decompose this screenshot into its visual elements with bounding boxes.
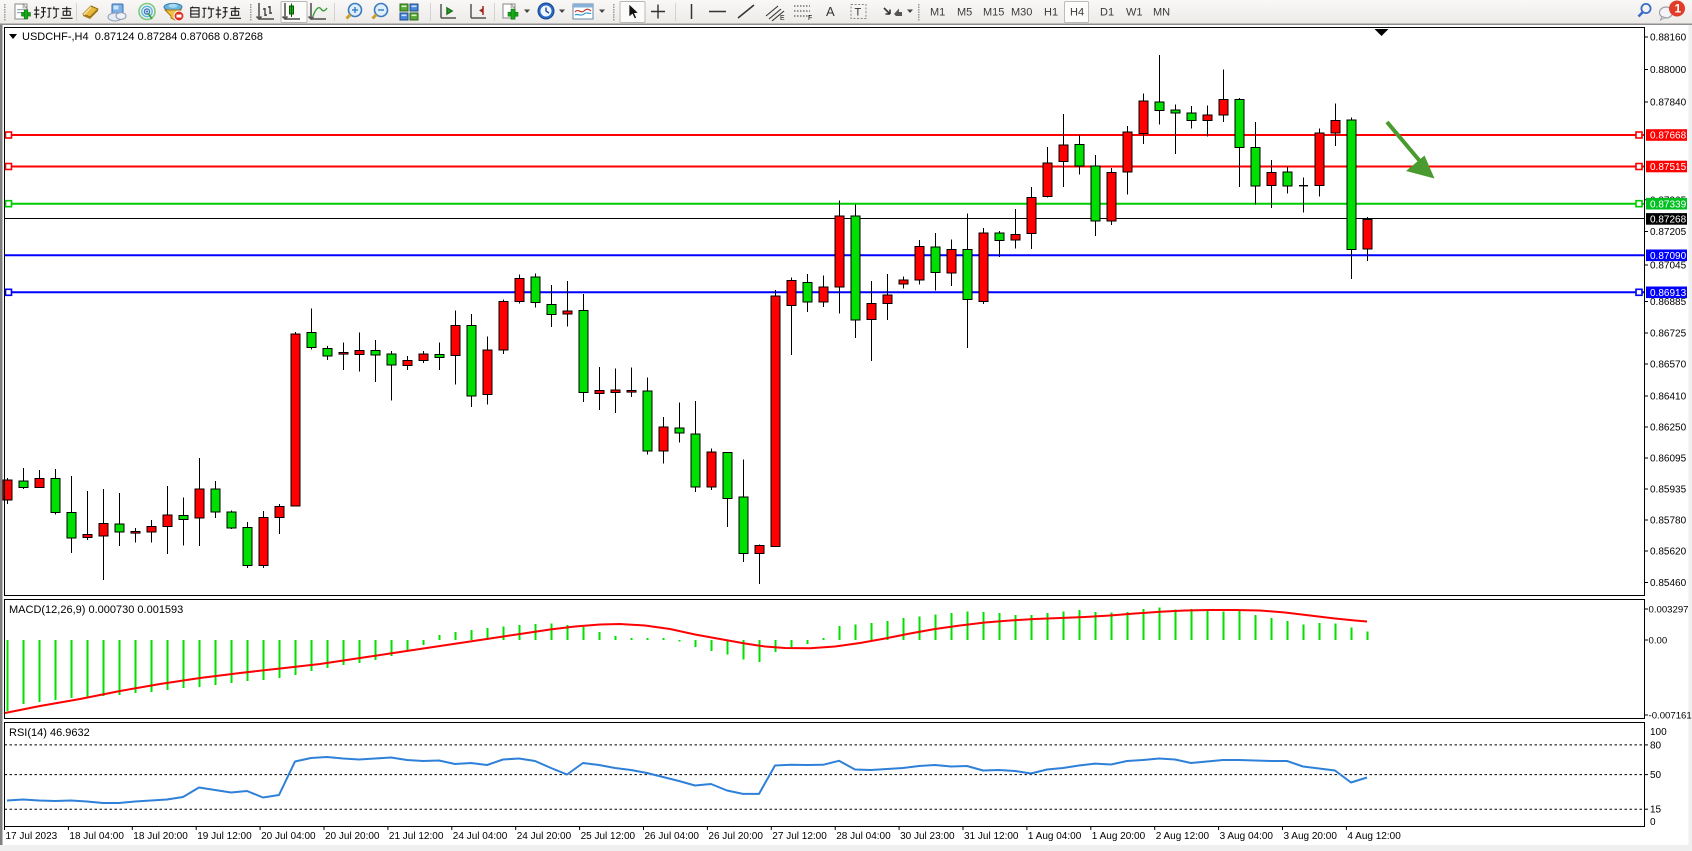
svg-text:20 Jul 20:00: 20 Jul 20:00 [325, 831, 380, 842]
svg-text:0.88000: 0.88000 [1650, 65, 1687, 76]
svg-text:A: A [826, 4, 835, 19]
svg-text:0.87668: 0.87668 [1650, 131, 1687, 142]
svg-text:E: E [780, 15, 785, 22]
svg-text:100: 100 [1650, 727, 1667, 738]
svg-text:M15: M15 [983, 7, 1004, 19]
svg-text:0.87339: 0.87339 [1650, 199, 1687, 210]
svg-text:1 Aug 04:00: 1 Aug 04:00 [1028, 831, 1082, 842]
svg-text:M5: M5 [957, 7, 972, 19]
svg-text:M1: M1 [930, 7, 945, 19]
svg-text:0.85935: 0.85935 [1650, 485, 1687, 496]
svg-text:0.86725: 0.86725 [1650, 329, 1687, 340]
svg-text:M30: M30 [1011, 7, 1032, 19]
svg-text:H1: H1 [1044, 7, 1058, 19]
svg-text:0.86885: 0.86885 [1650, 297, 1687, 308]
svg-text:15: 15 [1650, 805, 1662, 816]
svg-text:25 Jul 12:00: 25 Jul 12:00 [581, 831, 636, 842]
svg-text:0.87045: 0.87045 [1650, 261, 1687, 272]
svg-text:50: 50 [1650, 770, 1662, 781]
svg-text:17 Jul 2023: 17 Jul 2023 [6, 831, 58, 842]
svg-text:27 Jul 12:00: 27 Jul 12:00 [772, 831, 827, 842]
svg-text:0.85620: 0.85620 [1650, 547, 1687, 558]
svg-text:T: T [855, 7, 862, 19]
svg-text:RSI(14) 46.9632: RSI(14) 46.9632 [9, 727, 90, 739]
svg-text:19 Jul 12:00: 19 Jul 12:00 [197, 831, 252, 842]
svg-text:24 Jul 20:00: 24 Jul 20:00 [517, 831, 572, 842]
svg-text:20 Jul 04:00: 20 Jul 04:00 [261, 831, 316, 842]
svg-text:USDCHF-,H4 0.87124 0.87284 0.: USDCHF-,H4 0.87124 0.87284 0.87068 0.872… [22, 31, 263, 43]
svg-text:26 Jul 20:00: 26 Jul 20:00 [708, 831, 763, 842]
svg-text:0.003297: 0.003297 [1649, 605, 1689, 616]
svg-text:1 Aug 20:00: 1 Aug 20:00 [1092, 831, 1146, 842]
svg-text:3 Aug 04:00: 3 Aug 04:00 [1220, 831, 1274, 842]
svg-text:0.88160: 0.88160 [1650, 33, 1687, 44]
svg-text:0.87268: 0.87268 [1650, 215, 1687, 226]
svg-text:0.85780: 0.85780 [1650, 516, 1687, 527]
svg-text:4 Aug 12:00: 4 Aug 12:00 [1347, 831, 1401, 842]
svg-text:0.86095: 0.86095 [1650, 454, 1687, 465]
svg-text:26 Jul 04:00: 26 Jul 04:00 [645, 831, 700, 842]
svg-text:MACD(12,26,9) 0.000730 0.00159: MACD(12,26,9) 0.000730 0.001593 [9, 604, 183, 616]
svg-text:2 Aug 12:00: 2 Aug 12:00 [1156, 831, 1210, 842]
svg-text:D1: D1 [1100, 7, 1114, 19]
svg-text:0: 0 [1650, 817, 1656, 828]
svg-text:MN: MN [1153, 7, 1170, 19]
svg-text:0.86570: 0.86570 [1650, 360, 1687, 371]
svg-text:18 Jul 20:00: 18 Jul 20:00 [133, 831, 188, 842]
svg-text:3 Aug 20:00: 3 Aug 20:00 [1284, 831, 1338, 842]
svg-text:0.86250: 0.86250 [1650, 423, 1687, 434]
svg-text:F: F [808, 15, 812, 22]
svg-text:1: 1 [1675, 2, 1682, 16]
svg-text:80: 80 [1650, 740, 1662, 751]
svg-text:24 Jul 04:00: 24 Jul 04:00 [453, 831, 508, 842]
svg-text:0.87205: 0.87205 [1650, 227, 1687, 238]
svg-text:0.86410: 0.86410 [1650, 392, 1687, 403]
svg-text:28 Jul 04:00: 28 Jul 04:00 [836, 831, 891, 842]
svg-text:0.87090: 0.87090 [1650, 251, 1687, 262]
svg-text:30 Jul 23:00: 30 Jul 23:00 [900, 831, 955, 842]
svg-text:0.87840: 0.87840 [1650, 98, 1687, 109]
svg-text:0.85460: 0.85460 [1650, 578, 1687, 589]
svg-text:0.00: 0.00 [1649, 636, 1668, 647]
svg-text:31 Jul 12:00: 31 Jul 12:00 [964, 831, 1019, 842]
svg-text:21 Jul 12:00: 21 Jul 12:00 [389, 831, 444, 842]
svg-text:-0.007161: -0.007161 [1649, 711, 1692, 722]
svg-text:W1: W1 [1126, 7, 1143, 19]
svg-text:18 Jul 04:00: 18 Jul 04:00 [69, 831, 124, 842]
svg-text:H4: H4 [1070, 7, 1084, 19]
svg-text:0.86913: 0.86913 [1650, 288, 1687, 299]
svg-text:0.87515: 0.87515 [1650, 162, 1687, 173]
